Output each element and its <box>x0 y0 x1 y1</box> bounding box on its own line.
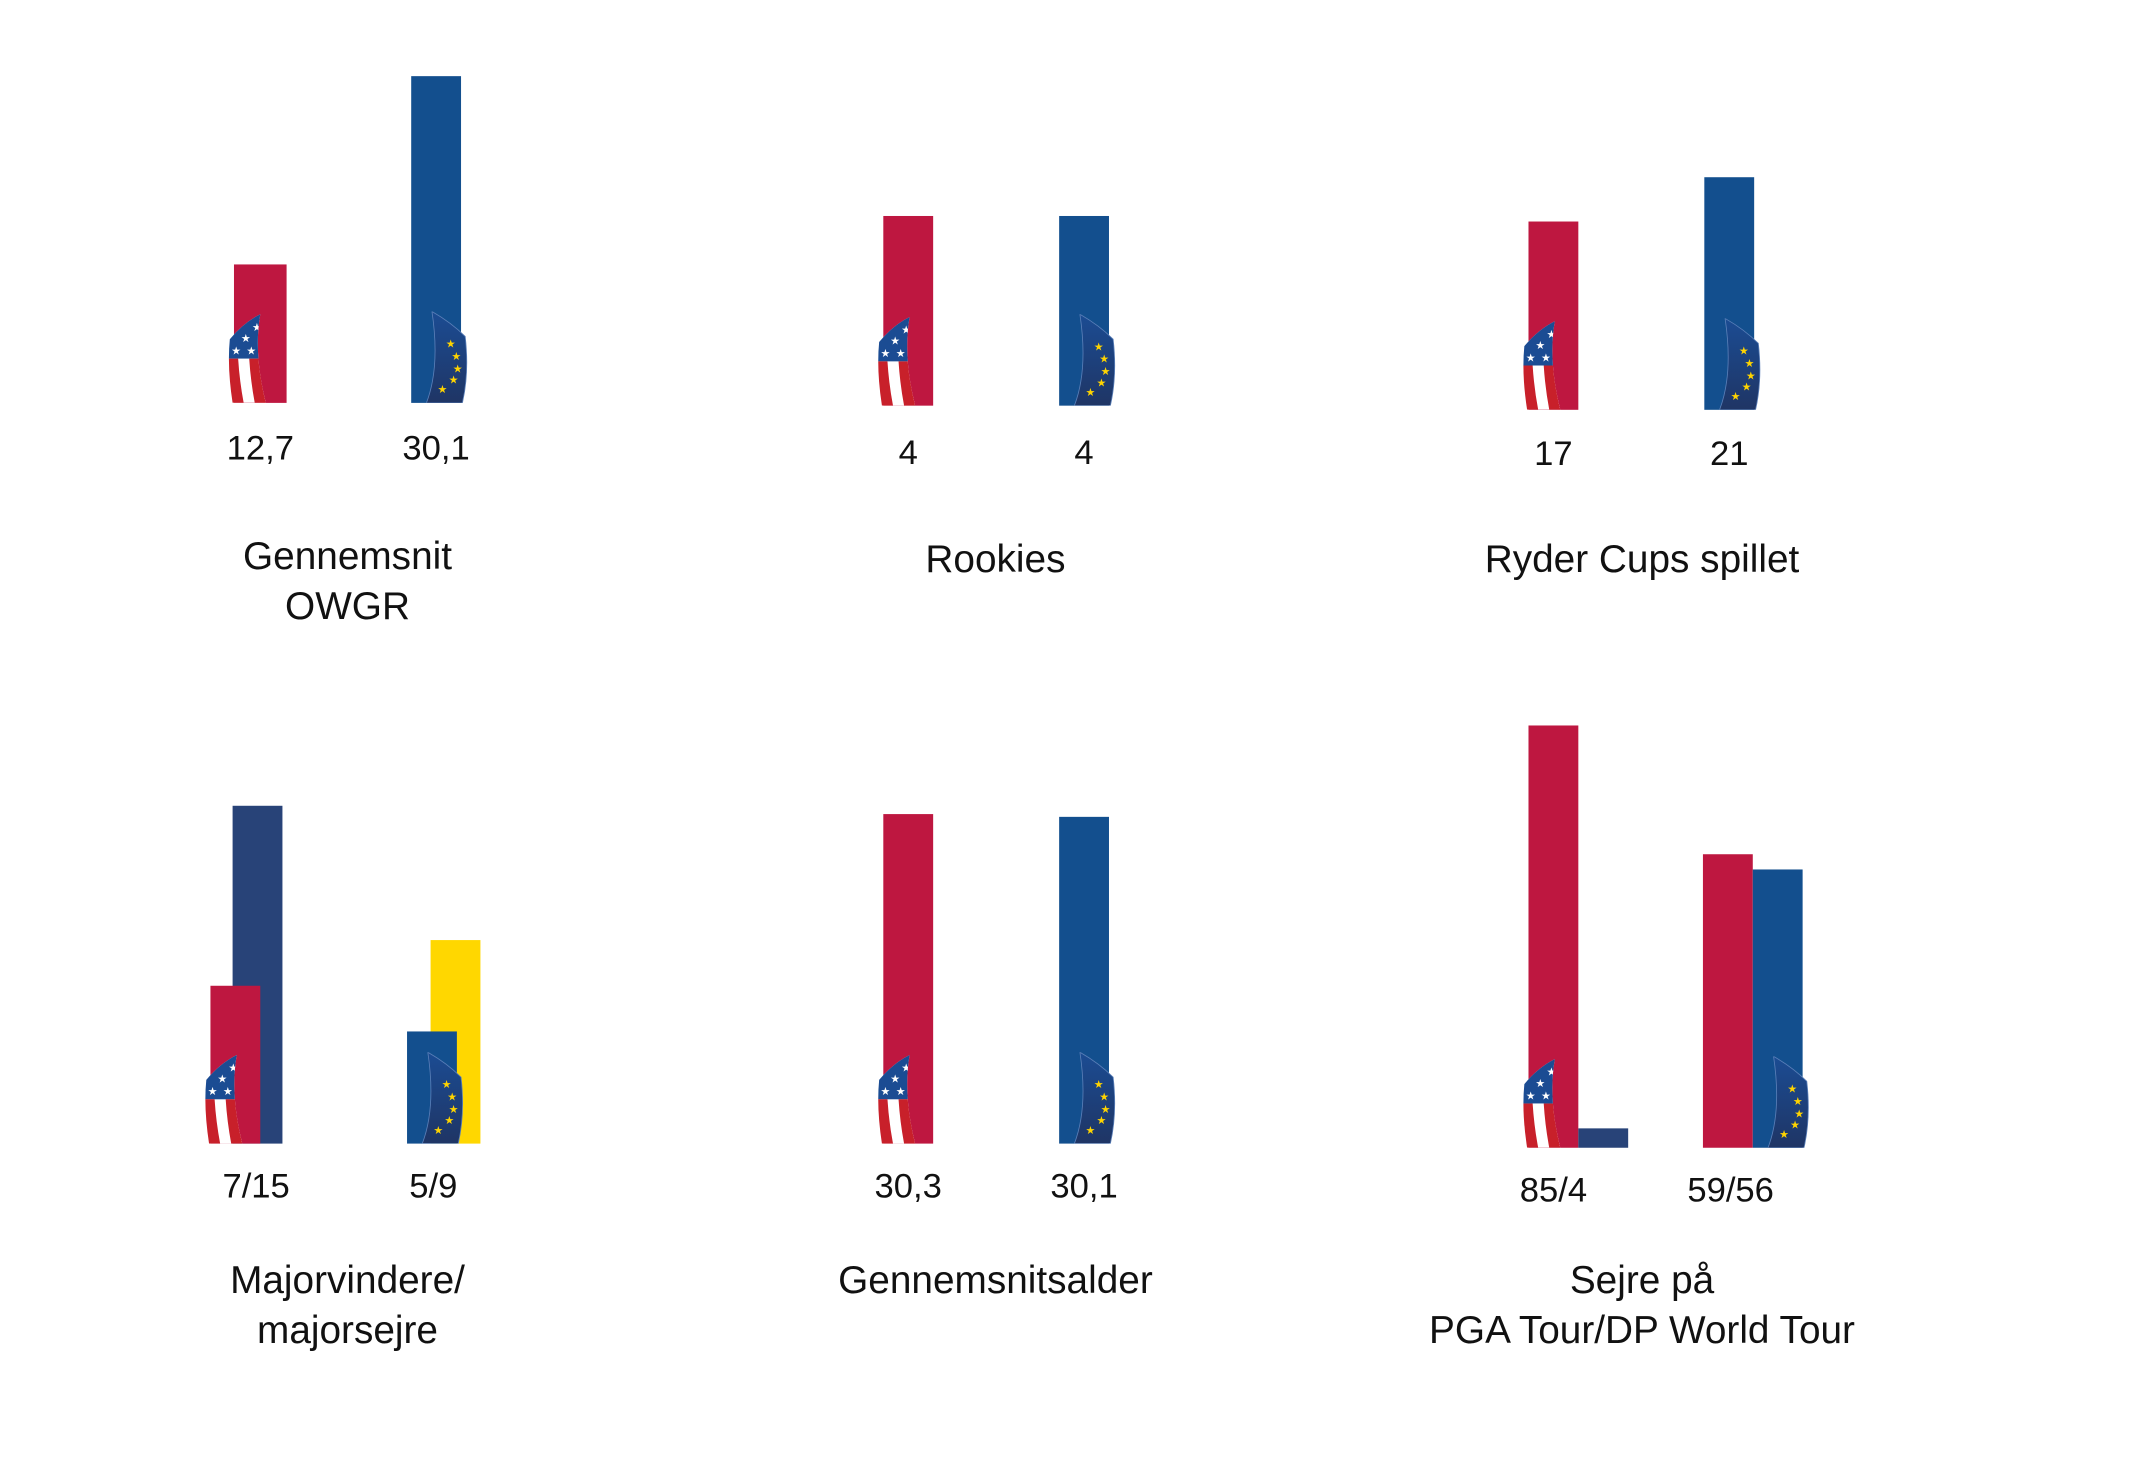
data-label: 4 <box>898 433 918 473</box>
data-label: 21 <box>1709 434 1749 474</box>
chart-title-line: Gennemsnitsalder <box>838 1258 1153 1302</box>
chart-title: Majorvindere/majorsejre <box>230 1256 465 1356</box>
chart-title-line: majorsejre <box>257 1308 438 1352</box>
svg-text:★: ★ <box>1546 1067 1556 1079</box>
svg-text:★: ★ <box>1794 1108 1804 1120</box>
svg-text:★: ★ <box>208 1086 218 1098</box>
svg-text:★: ★ <box>1097 1115 1107 1127</box>
usa-flag-icon: ★ ★ ★ ★ <box>1522 1056 1566 1148</box>
bar-europa-pga-tour <box>1702 854 1753 1148</box>
svg-text:★: ★ <box>252 322 262 334</box>
data-label: 30,3 <box>874 1167 942 1206</box>
svg-text:★: ★ <box>228 1063 238 1075</box>
svg-text:★: ★ <box>1793 1096 1803 1108</box>
svg-text:★: ★ <box>1094 341 1104 353</box>
svg-text:★: ★ <box>1790 1119 1800 1131</box>
svg-text:★: ★ <box>1779 1129 1789 1141</box>
svg-text:★: ★ <box>241 333 251 345</box>
chart-title: Gennemsnitsalder <box>838 1256 1153 1306</box>
svg-text:★: ★ <box>1097 377 1107 389</box>
svg-text:★: ★ <box>1541 352 1551 364</box>
chart-title: Sejre på PGA Tour/DP World Tour <box>1429 1256 1855 1356</box>
bar-usa-dp-world-tour <box>1578 1127 1629 1148</box>
svg-text:★: ★ <box>1535 340 1545 352</box>
svg-text:★: ★ <box>896 348 906 360</box>
svg-text:★: ★ <box>896 1086 906 1098</box>
usa-flag-icon: ★ ★ ★ ★ <box>204 1052 248 1144</box>
svg-text:★: ★ <box>1085 387 1095 399</box>
svg-text:★: ★ <box>1535 1078 1545 1090</box>
chart-title-line: Sejre på <box>1569 1258 1715 1302</box>
svg-text:★: ★ <box>1526 352 1536 364</box>
svg-text:★: ★ <box>881 1086 891 1098</box>
svg-text:★: ★ <box>447 1092 457 1104</box>
europe-flag-icon: ★ ★ ★ ★ ★ <box>1072 313 1116 407</box>
svg-text:★: ★ <box>901 325 911 337</box>
chart-title-line: Rookies <box>925 537 1066 581</box>
svg-text:★: ★ <box>433 1125 443 1137</box>
svg-text:★: ★ <box>1731 391 1741 403</box>
data-label: 85/4 <box>1519 1171 1588 1211</box>
chart-title-line: PGA Tour/DP World Tour <box>1429 1308 1855 1352</box>
svg-text:★: ★ <box>881 348 891 360</box>
chart-title: Ryder Cups spillet <box>1485 534 1800 584</box>
europe-flag-icon: ★ ★ ★ ★ ★ <box>1765 1055 1809 1149</box>
chart-title: Gennemsnit OWGR <box>243 532 452 632</box>
usa-flag-icon: ★ ★ ★ ★ <box>1522 318 1566 410</box>
svg-text:★: ★ <box>453 363 463 375</box>
chart-title-line: Majorvindere/ <box>230 1258 465 1302</box>
svg-text:★: ★ <box>1739 345 1749 357</box>
svg-text:★: ★ <box>1742 381 1752 393</box>
svg-text:★: ★ <box>1546 329 1556 341</box>
chart-title-line: Gennemsnit <box>243 534 453 578</box>
usa-flag-icon: ★ ★ ★ ★ <box>227 312 271 403</box>
europe-flag-icon: ★ ★ ★ ★ ★ <box>1717 317 1761 411</box>
data-label: 5/9 <box>409 1167 458 1206</box>
svg-text:★: ★ <box>438 384 448 396</box>
usa-flag-icon: ★ ★ ★ ★ <box>876 1052 920 1144</box>
europe-flag-icon: ★ ★ ★ ★ ★ <box>1072 1051 1116 1145</box>
svg-text:★: ★ <box>1541 1090 1551 1102</box>
data-label: 4 <box>1074 433 1094 473</box>
svg-text:★: ★ <box>442 1079 452 1091</box>
svg-text:★: ★ <box>446 339 456 351</box>
europe-flag-icon: ★ ★ ★ ★ ★ <box>424 310 468 404</box>
chart-title-line: Ryder Cups spillet <box>1484 537 1800 581</box>
svg-text:★: ★ <box>246 345 256 357</box>
svg-text:★: ★ <box>1746 370 1756 382</box>
svg-text:★: ★ <box>1526 1090 1536 1102</box>
svg-text:★: ★ <box>231 345 241 357</box>
data-label: 17 <box>1534 434 1573 474</box>
chart-title-line: OWGR <box>285 584 410 628</box>
svg-text:★: ★ <box>1094 1079 1104 1091</box>
chart-title: Rookies <box>925 534 1065 584</box>
svg-text:★: ★ <box>1101 366 1111 378</box>
svg-text:★: ★ <box>1101 1104 1111 1116</box>
svg-text:★: ★ <box>1787 1083 1797 1095</box>
svg-text:★: ★ <box>223 1086 233 1098</box>
svg-text:★: ★ <box>449 375 459 387</box>
svg-text:★: ★ <box>449 1104 459 1116</box>
usa-flag-icon: ★ ★ ★ ★ <box>876 314 920 406</box>
svg-text:★: ★ <box>901 1063 911 1075</box>
svg-text:★: ★ <box>444 1115 454 1127</box>
data-label: 7/15 <box>222 1167 290 1206</box>
svg-text:★: ★ <box>890 1074 900 1086</box>
svg-text:★: ★ <box>451 351 461 363</box>
svg-text:★: ★ <box>1099 1092 1109 1104</box>
svg-text:★: ★ <box>1744 358 1754 370</box>
data-label: 59/56 <box>1687 1171 1774 1211</box>
data-label: 30,1 <box>1050 1167 1118 1206</box>
svg-text:★: ★ <box>1085 1125 1095 1137</box>
data-label: 12,7 <box>226 429 294 468</box>
data-label: 30,1 <box>402 429 470 468</box>
svg-text:★: ★ <box>890 336 900 348</box>
svg-text:★: ★ <box>217 1074 227 1086</box>
svg-text:★: ★ <box>1099 354 1109 366</box>
europe-flag-icon: ★ ★ ★ ★ ★ <box>420 1051 464 1145</box>
